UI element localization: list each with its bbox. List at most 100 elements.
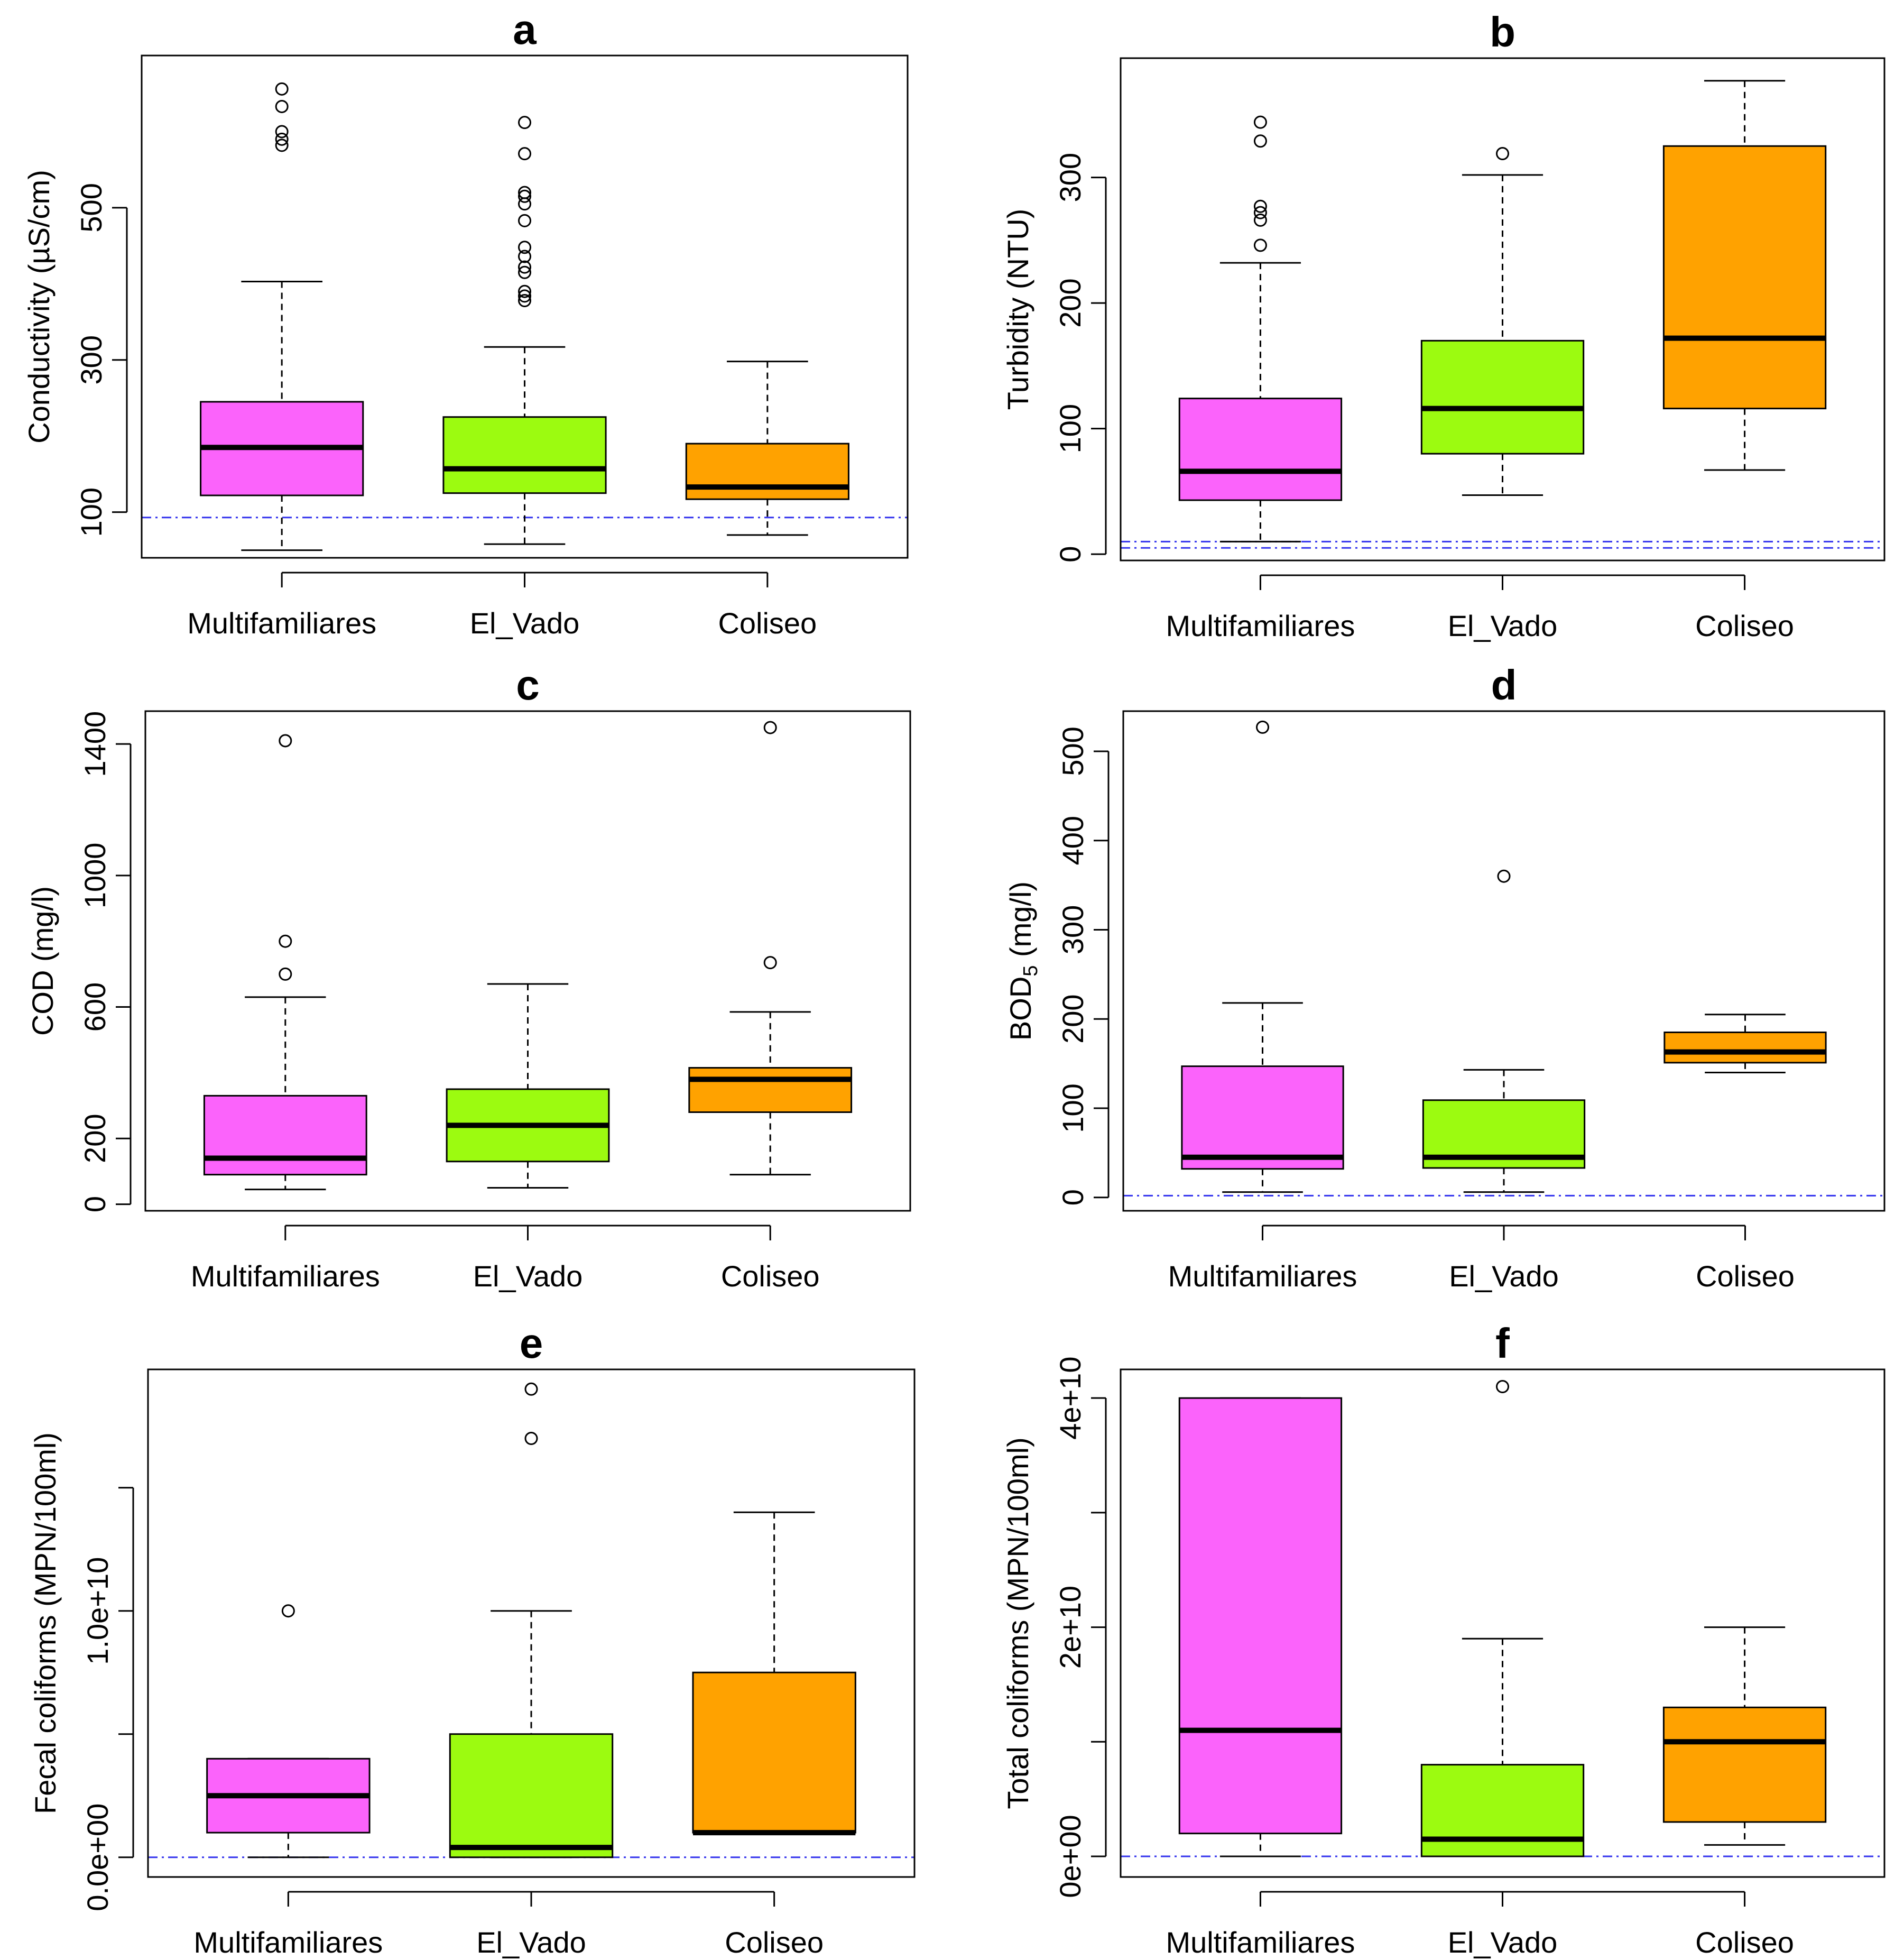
outlier-point (279, 934, 292, 948)
whisker-Coliseo (1704, 1626, 1786, 1846)
plot-frame (147, 1368, 916, 1878)
y-tick-label: 1400 (78, 711, 112, 777)
outlier-point (1496, 1380, 1509, 1394)
outlier-point (518, 260, 531, 274)
whisker-Multifamiliares (245, 996, 326, 1191)
plot-frame (1120, 1368, 1885, 1878)
box-Coliseo (1662, 1706, 1827, 1823)
box-Coliseo (685, 443, 849, 500)
whisker-Coliseo (1704, 80, 1786, 471)
outlier-point (518, 214, 531, 227)
outlier-point (275, 139, 289, 152)
outlier-point (279, 967, 292, 981)
box-Coliseo (1662, 145, 1827, 410)
outlier-point (518, 147, 531, 161)
box-El_Vado (449, 1733, 614, 1858)
y-tick-label: 2e+10 (1053, 1586, 1087, 1669)
y-tick-label: 300 (1053, 153, 1087, 202)
whisker-El_Vado (487, 983, 569, 1189)
box-Coliseo (1663, 1032, 1827, 1064)
panel-title-f: f (1495, 1320, 1510, 1367)
x-category-label: Coliseo (1695, 1926, 1794, 1959)
outlier-point (1253, 238, 1267, 252)
outlier-point (275, 99, 289, 113)
y-tick-label: 0e+00 (1053, 1815, 1087, 1898)
box-Coliseo (688, 1067, 853, 1113)
outlier-point (1253, 213, 1267, 227)
box-Multifamiliares (1178, 1397, 1343, 1835)
outlier-point (281, 1604, 295, 1618)
y-axis-label: Fecal coliforms (MPN/100ml) (29, 1432, 62, 1814)
outlier-point (275, 82, 289, 96)
outlier-point (518, 186, 531, 199)
outlier-point (1256, 720, 1270, 734)
x-category-label: Coliseo (1696, 1259, 1795, 1293)
whisker-Coliseo (729, 1011, 811, 1176)
outlier-point (1496, 147, 1509, 160)
whisker-Coliseo (727, 361, 808, 536)
panel-title-c: c (516, 661, 540, 708)
y-tick-label: 1000 (78, 843, 112, 909)
panel-title-b: b (1490, 8, 1515, 56)
outlier-point (1253, 115, 1267, 129)
panel-title-a: a (513, 6, 537, 53)
outlier-point (518, 293, 531, 307)
panel-title-d: d (1491, 661, 1517, 708)
y-tick-label: 300 (1056, 905, 1089, 954)
outlier-point (275, 132, 289, 146)
outlier-point (518, 116, 531, 130)
outlier-point (518, 289, 531, 303)
outlier-point (518, 265, 531, 279)
y-axis-label: Turbidity (NTU) (1001, 209, 1034, 410)
box-Multifamiliares (1181, 1065, 1344, 1170)
y-tick-label: 200 (1056, 994, 1089, 1043)
panel-a: a 100 300 500 Conductivity (µS/cm) Multifamil… (22, 6, 909, 640)
plot-frame (1120, 57, 1885, 562)
y-tick-label: 100 (1053, 404, 1087, 453)
whisker-Multifamiliares (241, 281, 322, 551)
box-El_Vado (442, 416, 607, 494)
x-category-label: El_Vado (1448, 609, 1558, 642)
y-axis-label: Conductivity (µS/cm) (22, 170, 56, 444)
panel-e: e 0.0e+00 1.0e+10 Fecal coliforms (MPN/100m… (29, 1320, 916, 1959)
x-category-label: El_Vado (1448, 1926, 1558, 1959)
outlier-point (1253, 199, 1267, 213)
whisker-El_Vado (1462, 174, 1543, 496)
panel-b: b 0 100 200 300 Turbidity (NTU) Multifamiliare… (1001, 8, 1885, 642)
x-category-label: Multifamiliares (1168, 1259, 1357, 1293)
whisker-El_Vado (1463, 1069, 1545, 1193)
x-category-label: El_Vado (470, 606, 580, 640)
x-category-label: Coliseo (725, 1926, 824, 1959)
y-tick-label: 0.0e+00 (81, 1803, 114, 1911)
y-tick-label: 300 (75, 335, 108, 384)
outlier-point (518, 284, 531, 298)
y-tick-label: 0 (1053, 546, 1087, 563)
x-category-label: Multifamiliares (193, 1926, 383, 1959)
y-tick-label: 4e+10 (1053, 1357, 1087, 1440)
outlier-point (524, 1431, 538, 1445)
box-El_Vado (1420, 1764, 1585, 1857)
plot-frame (1122, 710, 1885, 1212)
x-category-label: Coliseo (1695, 609, 1794, 642)
x-category-label: Coliseo (718, 606, 817, 640)
x-category-label: El_Vado (476, 1926, 586, 1959)
y-tick-label: 500 (75, 183, 108, 232)
panel-c: c 0 200 600 1000 1400 COD (mg/l) Multifamiliare… (26, 661, 911, 1293)
outlier-point (1253, 134, 1267, 148)
whisker-El_Vado (484, 346, 566, 545)
whisker-Multifamiliares (1219, 262, 1301, 542)
outlier-point (518, 250, 531, 263)
y-axis-label: COD (mg/l) (26, 886, 59, 1036)
box-Multifamiliares (203, 1094, 367, 1176)
x-category-label: El_Vado (473, 1259, 583, 1293)
y-axis-label: BOD5 (mg/l) (1004, 881, 1042, 1041)
y-tick-label: 600 (78, 982, 112, 1032)
plot-frame (144, 710, 911, 1212)
outlier-point (1253, 206, 1267, 219)
x-category-label: El_Vado (1449, 1259, 1559, 1293)
y-tick-label: 0 (78, 1196, 112, 1212)
y-tick-label: 200 (78, 1114, 112, 1163)
y-tick-label: 0 (1056, 1189, 1089, 1206)
outlier-point (1497, 869, 1511, 883)
